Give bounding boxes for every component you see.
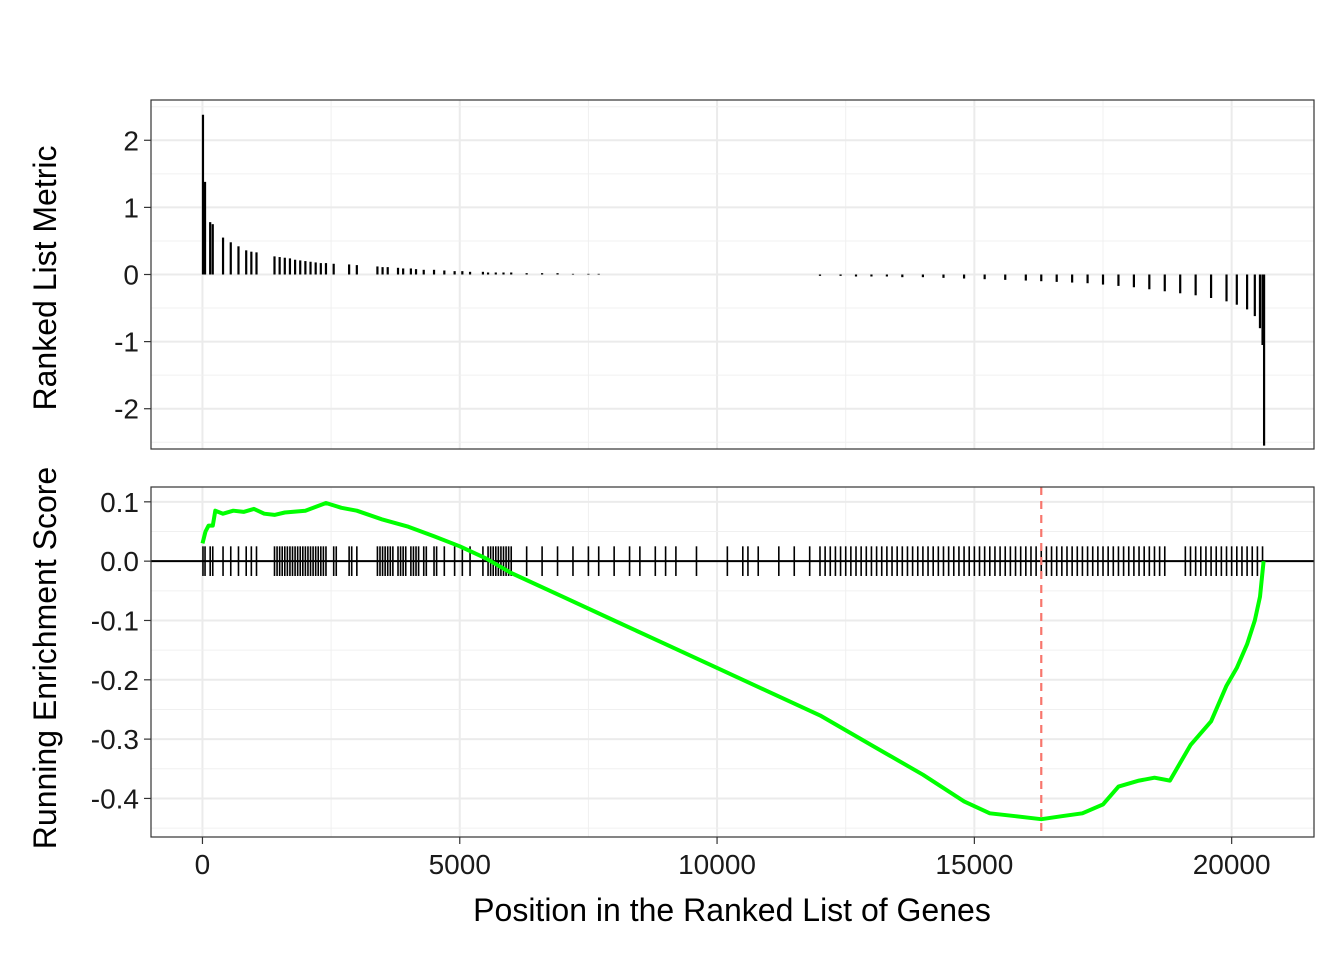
metric-bars xyxy=(201,114,1266,446)
bottom-y-tick-label: -0.4 xyxy=(91,783,139,814)
x-tick-label: 15000 xyxy=(935,849,1013,880)
y-axis-title-bottom: Running Enrichment Score xyxy=(27,467,63,849)
x-axis-title: Position in the Ranked List of Genes xyxy=(473,892,991,928)
bottom-y-tick-label: -0.3 xyxy=(91,724,139,755)
top-y-tick-label: 1 xyxy=(123,192,139,223)
x-tick-label: 20000 xyxy=(1193,849,1271,880)
bottom-y-tick-label: -0.1 xyxy=(91,605,139,636)
x-tick-label: 10000 xyxy=(678,849,756,880)
running-es-line xyxy=(200,501,1266,822)
ranked-metric-panel: 2 1 0 -1 -2 xyxy=(114,99,1315,450)
enrichment-score-panel: 0.1 0.0 -0.1 -0.2 -0.3 -0.4 0 5000 10000 15000 20… xyxy=(91,486,1315,880)
bottom-panel-border xyxy=(150,486,1315,838)
x-ticks: 0 5000 10000 15000 20000 xyxy=(195,837,1271,880)
top-y-tick-label: 2 xyxy=(123,125,139,156)
top-y-ticks: 2 1 0 -1 -2 xyxy=(114,125,151,425)
top-y-tick-label: -2 xyxy=(114,394,139,425)
x-tick-label: 0 xyxy=(195,849,211,880)
bottom-y-tick-label: 0.1 xyxy=(100,487,139,518)
y-axis-title-top: Ranked List Metric xyxy=(27,146,63,411)
top-y-tick-label: -1 xyxy=(114,327,139,358)
x-tick-label: 5000 xyxy=(429,849,491,880)
bottom-y-tick-label: 0.0 xyxy=(100,546,139,577)
top-grid xyxy=(151,100,1314,449)
bottom-y-tick-label: -0.2 xyxy=(91,665,139,696)
bottom-y-ticks: 0.1 0.0 -0.1 -0.2 -0.3 -0.4 xyxy=(91,487,151,814)
top-y-tick-label: 0 xyxy=(123,260,139,291)
bottom-grid xyxy=(151,487,1314,837)
